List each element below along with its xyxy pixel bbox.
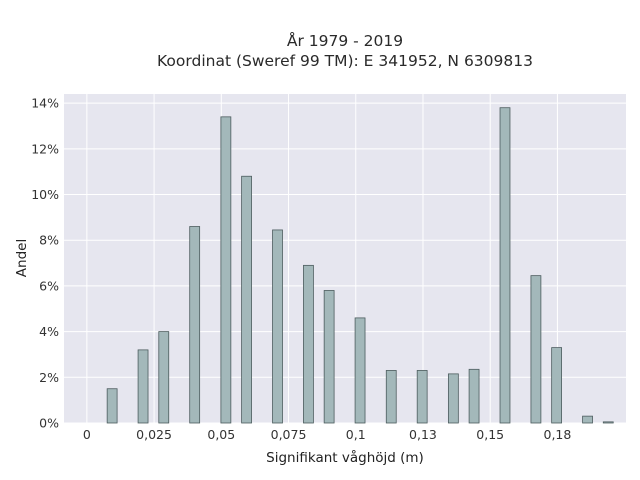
chart-title-line-2: Koordinat (Sweref 99 TM): E 341952, N 63… <box>157 52 533 70</box>
histogram-bars <box>106 107 614 424</box>
y-axis-label: Andel <box>14 239 30 277</box>
histogram-bar <box>530 275 542 424</box>
histogram-bar <box>272 229 283 424</box>
y-tick-label: 8% <box>39 233 59 248</box>
x-tick-label: 0 <box>83 427 91 442</box>
histogram-bar <box>582 415 593 424</box>
histogram-bar <box>303 264 314 424</box>
histogram-bar <box>220 116 232 424</box>
histogram-bar <box>323 290 335 424</box>
histogram-bar <box>416 370 428 424</box>
histogram-bar <box>602 421 614 424</box>
y-tick-label: 4% <box>39 324 59 339</box>
y-tick-label: 12% <box>31 141 59 156</box>
histogram-bar <box>385 370 397 424</box>
x-axis-label: Signifikant våghöjd (m) <box>266 449 424 466</box>
x-tick-label: 0,13 <box>409 427 437 442</box>
x-tick-label: 0,18 <box>544 427 572 442</box>
chart-title-line-1: År 1979 - 2019 <box>287 31 403 50</box>
histogram-bar <box>189 226 201 424</box>
y-tick-label: 6% <box>39 278 59 293</box>
histogram-bar <box>241 175 252 424</box>
histogram-bar <box>354 317 366 424</box>
y-tick-label: 10% <box>31 187 59 202</box>
y-axis-tick-labels: 0% 2% 4% 6% 8% 10% 12% 14% <box>31 96 59 431</box>
histogram-bar <box>137 349 149 424</box>
y-tick-label: 14% <box>31 96 59 111</box>
histogram-bar <box>158 331 170 424</box>
x-tick-label: 0,15 <box>476 427 504 442</box>
histogram-bar <box>468 368 480 424</box>
x-tick-label: 0,1 <box>346 427 366 442</box>
histogram-bar <box>106 388 118 424</box>
histogram-bar <box>499 107 511 424</box>
chart-title: År 1979 - 2019 Koordinat (Sweref 99 TM):… <box>157 31 533 70</box>
x-tick-label: 0,025 <box>136 427 172 442</box>
x-tick-label: 0,05 <box>207 427 235 442</box>
y-tick-label: 2% <box>39 370 59 385</box>
histogram-bar <box>447 373 459 424</box>
x-tick-label: 0,075 <box>271 427 307 442</box>
y-tick-label: 0% <box>39 416 59 431</box>
histogram-bar <box>551 347 562 424</box>
x-axis-tick-labels: 0 0,025 0,05 0,075 0,1 0,13 0,15 0,18 <box>83 427 572 442</box>
